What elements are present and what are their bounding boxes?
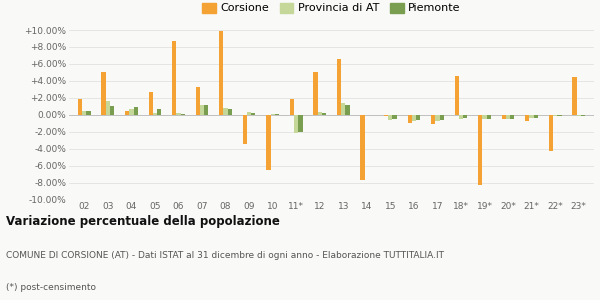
Bar: [106, 101, 110, 115]
Bar: [346, 105, 350, 115]
Bar: [271, 114, 275, 115]
Bar: [455, 76, 459, 115]
Bar: [134, 107, 138, 115]
Bar: [172, 41, 176, 115]
Bar: [227, 109, 232, 115]
Bar: [412, 115, 416, 121]
Bar: [322, 113, 326, 115]
Bar: [416, 115, 420, 120]
Bar: [101, 72, 106, 115]
Bar: [196, 87, 200, 115]
Bar: [392, 115, 397, 119]
Bar: [463, 115, 467, 118]
Bar: [204, 105, 208, 115]
Bar: [110, 106, 114, 115]
Bar: [436, 115, 440, 121]
Bar: [534, 115, 538, 118]
Bar: [129, 109, 134, 115]
Bar: [298, 115, 302, 132]
Legend: Corsione, Provincia di AT, Piemonte: Corsione, Provincia di AT, Piemonte: [198, 0, 465, 18]
Text: (*) post-censimento: (*) post-censimento: [6, 284, 96, 292]
Bar: [487, 115, 491, 119]
Bar: [529, 115, 534, 118]
Bar: [176, 113, 181, 115]
Bar: [82, 111, 86, 115]
Bar: [219, 31, 223, 115]
Bar: [125, 110, 129, 115]
Bar: [153, 113, 157, 115]
Text: Variazione percentuale della popolazione: Variazione percentuale della popolazione: [6, 214, 280, 227]
Bar: [317, 112, 322, 115]
Bar: [149, 92, 153, 115]
Bar: [388, 115, 392, 120]
Bar: [478, 115, 482, 185]
Bar: [553, 115, 557, 116]
Bar: [459, 115, 463, 119]
Bar: [290, 99, 294, 115]
Bar: [577, 115, 581, 116]
Bar: [506, 115, 510, 119]
Bar: [440, 115, 444, 120]
Bar: [78, 100, 82, 115]
Bar: [294, 115, 298, 134]
Bar: [581, 115, 585, 116]
Bar: [502, 115, 506, 119]
Bar: [337, 59, 341, 115]
Bar: [181, 114, 185, 115]
Bar: [200, 105, 204, 115]
Bar: [247, 112, 251, 115]
Bar: [251, 113, 256, 115]
Bar: [407, 115, 412, 123]
Bar: [313, 72, 317, 115]
Bar: [482, 115, 487, 119]
Bar: [525, 115, 529, 121]
Text: COMUNE DI CORSIONE (AT) - Dati ISTAT al 31 dicembre di ogni anno - Elaborazione : COMUNE DI CORSIONE (AT) - Dati ISTAT al …: [6, 250, 444, 260]
Bar: [572, 76, 577, 115]
Bar: [341, 103, 346, 115]
Bar: [557, 115, 562, 116]
Bar: [431, 115, 436, 124]
Bar: [223, 108, 227, 115]
Bar: [275, 114, 279, 115]
Bar: [361, 115, 365, 180]
Bar: [243, 115, 247, 144]
Bar: [86, 111, 91, 115]
Bar: [384, 115, 388, 116]
Bar: [157, 109, 161, 115]
Bar: [266, 115, 271, 170]
Bar: [549, 115, 553, 151]
Bar: [510, 115, 514, 119]
